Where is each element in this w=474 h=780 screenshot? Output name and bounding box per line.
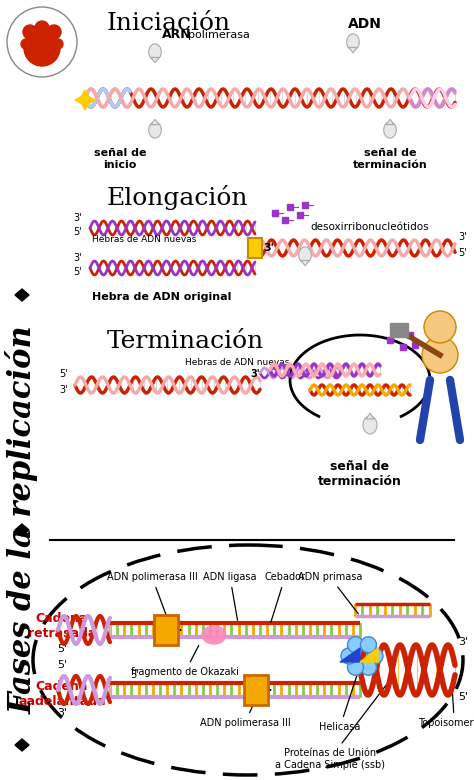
Text: 5': 5' [57,660,67,670]
Text: 3': 3' [73,213,82,223]
Text: ADN polimerasa III: ADN polimerasa III [107,572,197,618]
Text: Topoisomerasa: Topoisomerasa [418,688,474,728]
Ellipse shape [202,626,226,644]
Circle shape [361,659,376,675]
Polygon shape [301,261,309,266]
Text: Hebras de ADN nuevas: Hebras de ADN nuevas [92,235,196,244]
Text: ADN ligasa: ADN ligasa [203,572,257,620]
Bar [287,204,293,210]
Text: Proteínas de Unión
a Cadena Simple (ssb): Proteínas de Unión a Cadena Simple (ssb) [275,682,388,770]
Text: 3': 3' [458,637,468,647]
Polygon shape [366,413,374,419]
Bar [412,342,418,348]
Text: Iniciación: Iniciación [107,12,231,35]
Circle shape [347,659,364,675]
FancyBboxPatch shape [244,675,268,705]
Text: 5': 5' [73,267,82,277]
Polygon shape [349,48,357,53]
Circle shape [424,311,456,343]
Circle shape [341,648,357,664]
Text: 5': 5' [130,670,139,680]
Polygon shape [151,119,159,125]
Circle shape [24,30,60,66]
Text: ADN primasa: ADN primasa [298,572,362,614]
Text: ARN: ARN [162,28,191,41]
Text: 3': 3' [57,708,67,718]
Text: fragmento de Okazaki: fragmento de Okazaki [131,646,239,677]
Text: Cadena
aadelantada: Cadena aadelantada [18,680,106,708]
Circle shape [53,39,63,49]
Text: Hebra de ADN original: Hebra de ADN original [92,292,231,302]
Circle shape [21,39,31,49]
Text: 5': 5' [57,644,67,654]
Text: señal de
terminación: señal de terminación [353,148,428,169]
Circle shape [35,21,49,35]
Text: Fases de la replicación: Fases de la replicación [6,326,38,714]
Bar [282,217,288,223]
Polygon shape [151,58,159,63]
Bar [390,323,408,337]
Bar [297,212,303,218]
Ellipse shape [149,122,161,138]
Text: polimerasa: polimerasa [188,30,250,40]
Text: Terminación: Terminación [107,330,264,353]
Polygon shape [15,289,29,301]
Bar [272,210,278,216]
Text: 3': 3' [250,369,260,379]
Polygon shape [15,739,29,751]
Polygon shape [386,119,394,125]
Polygon shape [340,648,360,662]
Bar [407,332,413,338]
Ellipse shape [346,34,359,50]
Circle shape [367,648,383,664]
Text: 3': 3' [59,385,68,395]
Ellipse shape [363,416,377,434]
Text: Helicasa: Helicasa [319,663,361,732]
Circle shape [23,25,37,39]
Circle shape [47,25,61,39]
Text: 3': 3' [458,232,466,242]
Text: 5': 5' [458,692,468,702]
Circle shape [347,636,364,653]
Circle shape [7,7,77,77]
Text: 5': 5' [59,369,68,379]
Text: señal de
terminación: señal de terminación [318,460,402,488]
Ellipse shape [383,122,396,138]
Text: desoxirribonucleótidos: desoxirribonucleótidos [310,222,428,232]
Polygon shape [75,90,95,110]
Text: 5': 5' [458,248,467,258]
Circle shape [361,636,376,653]
FancyBboxPatch shape [154,615,178,645]
Polygon shape [360,648,378,662]
Text: Hebras de ADN nuevas: Hebras de ADN nuevas [185,358,289,367]
Bar [302,202,308,208]
Bar [400,344,406,350]
Ellipse shape [299,247,311,263]
Bar [387,337,393,343]
Text: Cebador: Cebador [264,572,306,622]
Text: Cadena
retrasada: Cadena retrasada [28,612,96,640]
Circle shape [422,337,458,373]
Text: 3': 3' [263,243,274,253]
Text: Elongación: Elongación [107,185,248,210]
Text: ADN polimerasa III: ADN polimerasa III [200,697,291,728]
Text: 5': 5' [73,227,82,237]
FancyBboxPatch shape [248,238,262,258]
Polygon shape [15,524,29,536]
Ellipse shape [149,44,161,60]
Text: ADN: ADN [348,17,382,31]
Text: 3': 3' [73,253,82,263]
Text: señal de
inicio: señal de inicio [94,148,146,169]
